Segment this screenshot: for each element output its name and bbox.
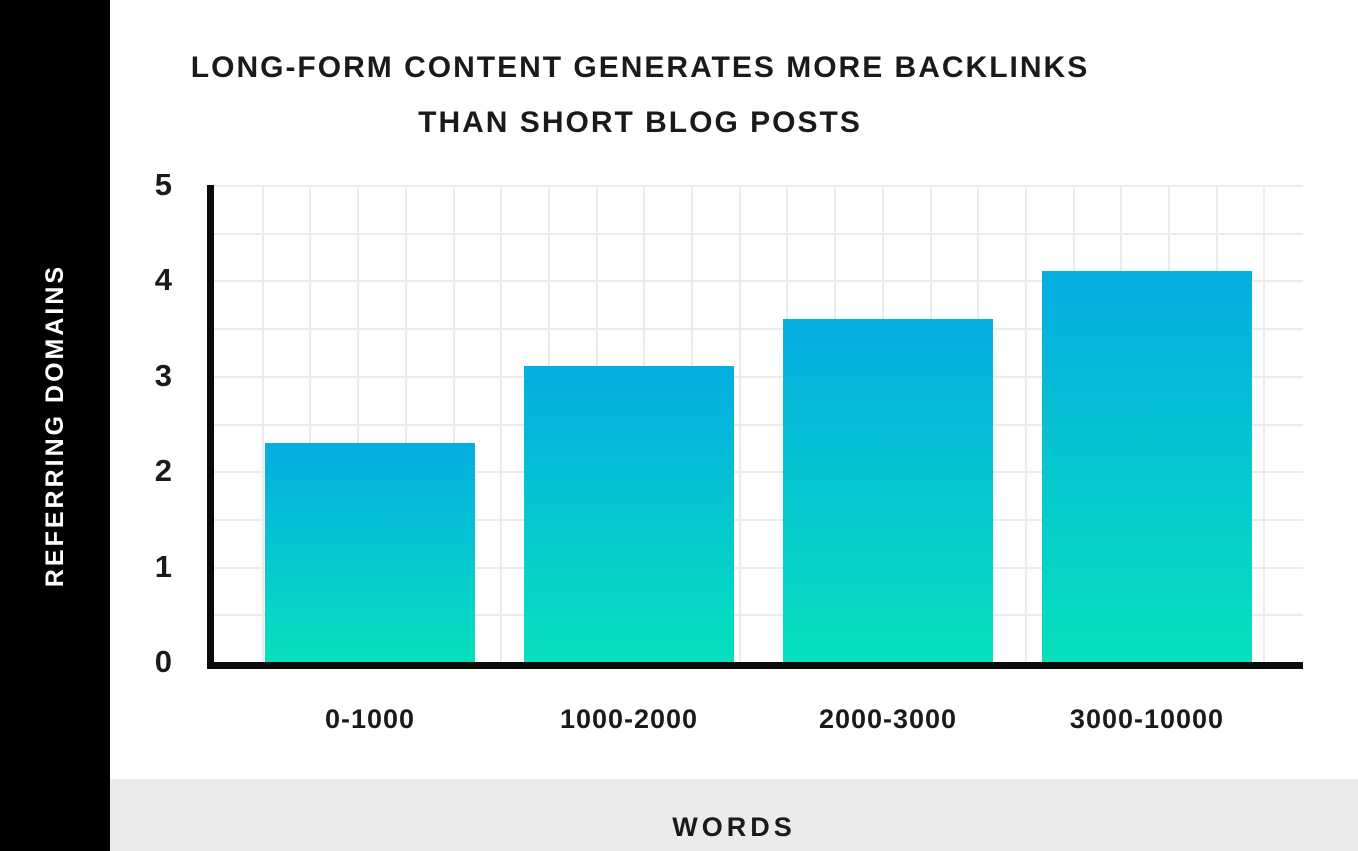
v-gridline bbox=[452, 185, 455, 662]
bar-3000-10000 bbox=[1042, 270, 1252, 662]
y-axis-ticks: 5 4 3 2 1 0 bbox=[110, 167, 198, 679]
bar-1000-2000 bbox=[524, 366, 734, 662]
v-gridline bbox=[404, 185, 407, 662]
v-gridline bbox=[500, 185, 503, 662]
v-gridline bbox=[1263, 185, 1266, 662]
x-tick-label: 2000-3000 bbox=[818, 704, 958, 734]
y-tick-label: 5 bbox=[154, 167, 172, 202]
h-gridline bbox=[214, 423, 1303, 426]
x-axis-ticks: 0-1000 1000-2000 2000-3000 3000-10000 bbox=[214, 702, 1303, 742]
y-tick-label: 2 bbox=[154, 453, 172, 489]
h-gridline bbox=[214, 614, 1303, 617]
chart-title-line-2: THAN SHORT BLOG POSTS bbox=[418, 106, 862, 139]
x-tick-label: 0-1000 bbox=[324, 704, 416, 734]
x-axis-band: WORDS bbox=[110, 779, 1358, 851]
h-gridline bbox=[214, 280, 1303, 283]
bar-0-1000 bbox=[265, 442, 475, 662]
h-gridline bbox=[214, 566, 1303, 569]
h-gridline bbox=[214, 232, 1303, 235]
y-tick-label: 1 bbox=[154, 548, 172, 584]
chart-title: LONG-FORM CONTENT GENERATES MORE BACKLIN… bbox=[0, 40, 1280, 150]
bar-2000-3000 bbox=[783, 318, 993, 662]
h-gridline bbox=[214, 518, 1303, 521]
plot-area bbox=[207, 185, 1303, 669]
y-tick-label: 4 bbox=[154, 262, 172, 298]
v-gridline bbox=[357, 185, 360, 662]
v-gridline bbox=[738, 185, 741, 662]
v-gridline bbox=[1024, 185, 1027, 662]
x-tick-label: 1000-2000 bbox=[559, 704, 699, 734]
y-tick-label: 0 bbox=[154, 644, 172, 679]
h-gridline bbox=[214, 328, 1303, 331]
h-gridline bbox=[214, 471, 1303, 474]
v-gridline bbox=[261, 185, 264, 662]
v-gridline bbox=[309, 185, 312, 662]
h-gridline bbox=[214, 185, 1303, 187]
y-axis-title: REFERRING DOMAINS bbox=[41, 263, 70, 588]
chart-title-line-1: LONG-FORM CONTENT GENERATES MORE BACKLIN… bbox=[190, 51, 1090, 84]
x-tick-label: 3000-10000 bbox=[1069, 704, 1225, 734]
x-axis-title: WORDS bbox=[672, 812, 796, 842]
y-tick-label: 3 bbox=[154, 357, 172, 393]
y-axis-band: REFERRING DOMAINS bbox=[0, 0, 110, 851]
h-gridline bbox=[214, 375, 1303, 378]
